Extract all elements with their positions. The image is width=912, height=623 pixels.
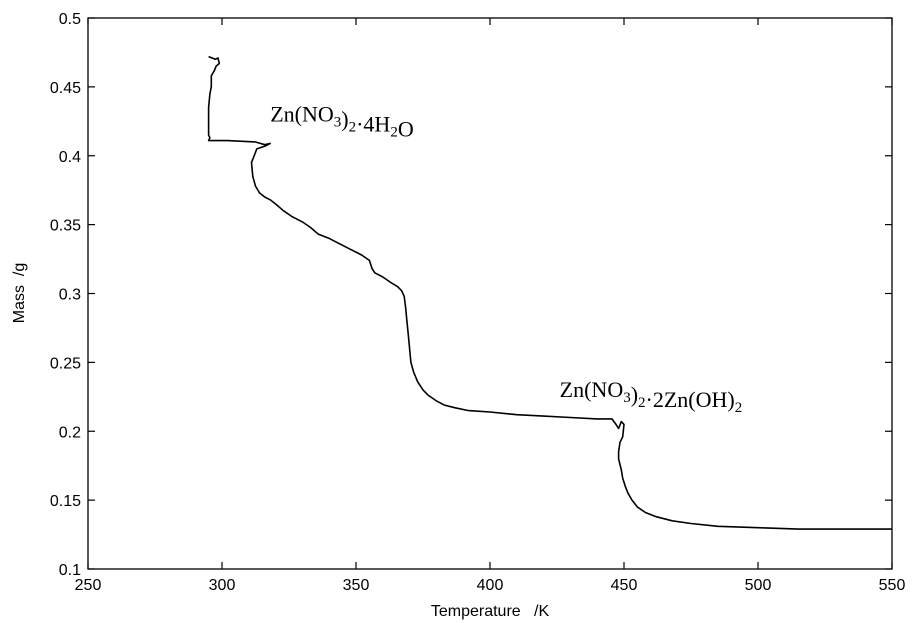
x-tick-label: 350 xyxy=(343,577,370,594)
x-tick-label: 300 xyxy=(209,577,236,594)
mass-curve xyxy=(207,55,892,530)
chart-annotation: Zn(NO3)2·4H2O xyxy=(270,101,413,141)
y-tick-label: 0.4 xyxy=(59,149,81,166)
y-axis-label: Mass /g xyxy=(11,263,28,323)
x-tick-label: 450 xyxy=(611,577,638,594)
x-tick-label: 250 xyxy=(75,577,102,594)
y-tick-label: 0.2 xyxy=(59,424,81,441)
x-tick-label: 550 xyxy=(879,577,906,594)
x-axis-label: Temperature /K xyxy=(431,603,550,620)
y-axis-ticks: 0.1 0.15 0.2 0.25 0.3 0.35 0.4 0.45 0.5 xyxy=(50,11,892,579)
y-tick-label: 0.1 xyxy=(59,562,81,579)
y-tick-label: 0.15 xyxy=(50,493,81,510)
y-tick-label: 0.3 xyxy=(59,287,81,304)
x-tick-label: 500 xyxy=(745,577,772,594)
y-tick-label: 0.35 xyxy=(50,218,81,235)
x-tick-label: 400 xyxy=(477,577,504,594)
x-axis-ticks: 250 300 350 400 450 500 550 xyxy=(75,18,906,594)
y-tick-label: 0.25 xyxy=(50,355,81,372)
y-tick-label: 0.5 xyxy=(59,11,81,28)
chart-annotation: Zn(NO3)2·2Zn(OH)2 xyxy=(560,377,743,416)
y-tick-label: 0.45 xyxy=(50,80,81,97)
annotations: Zn(NO3)2·4H2O Zn(NO3)2·2Zn(OH)2 xyxy=(270,101,742,416)
